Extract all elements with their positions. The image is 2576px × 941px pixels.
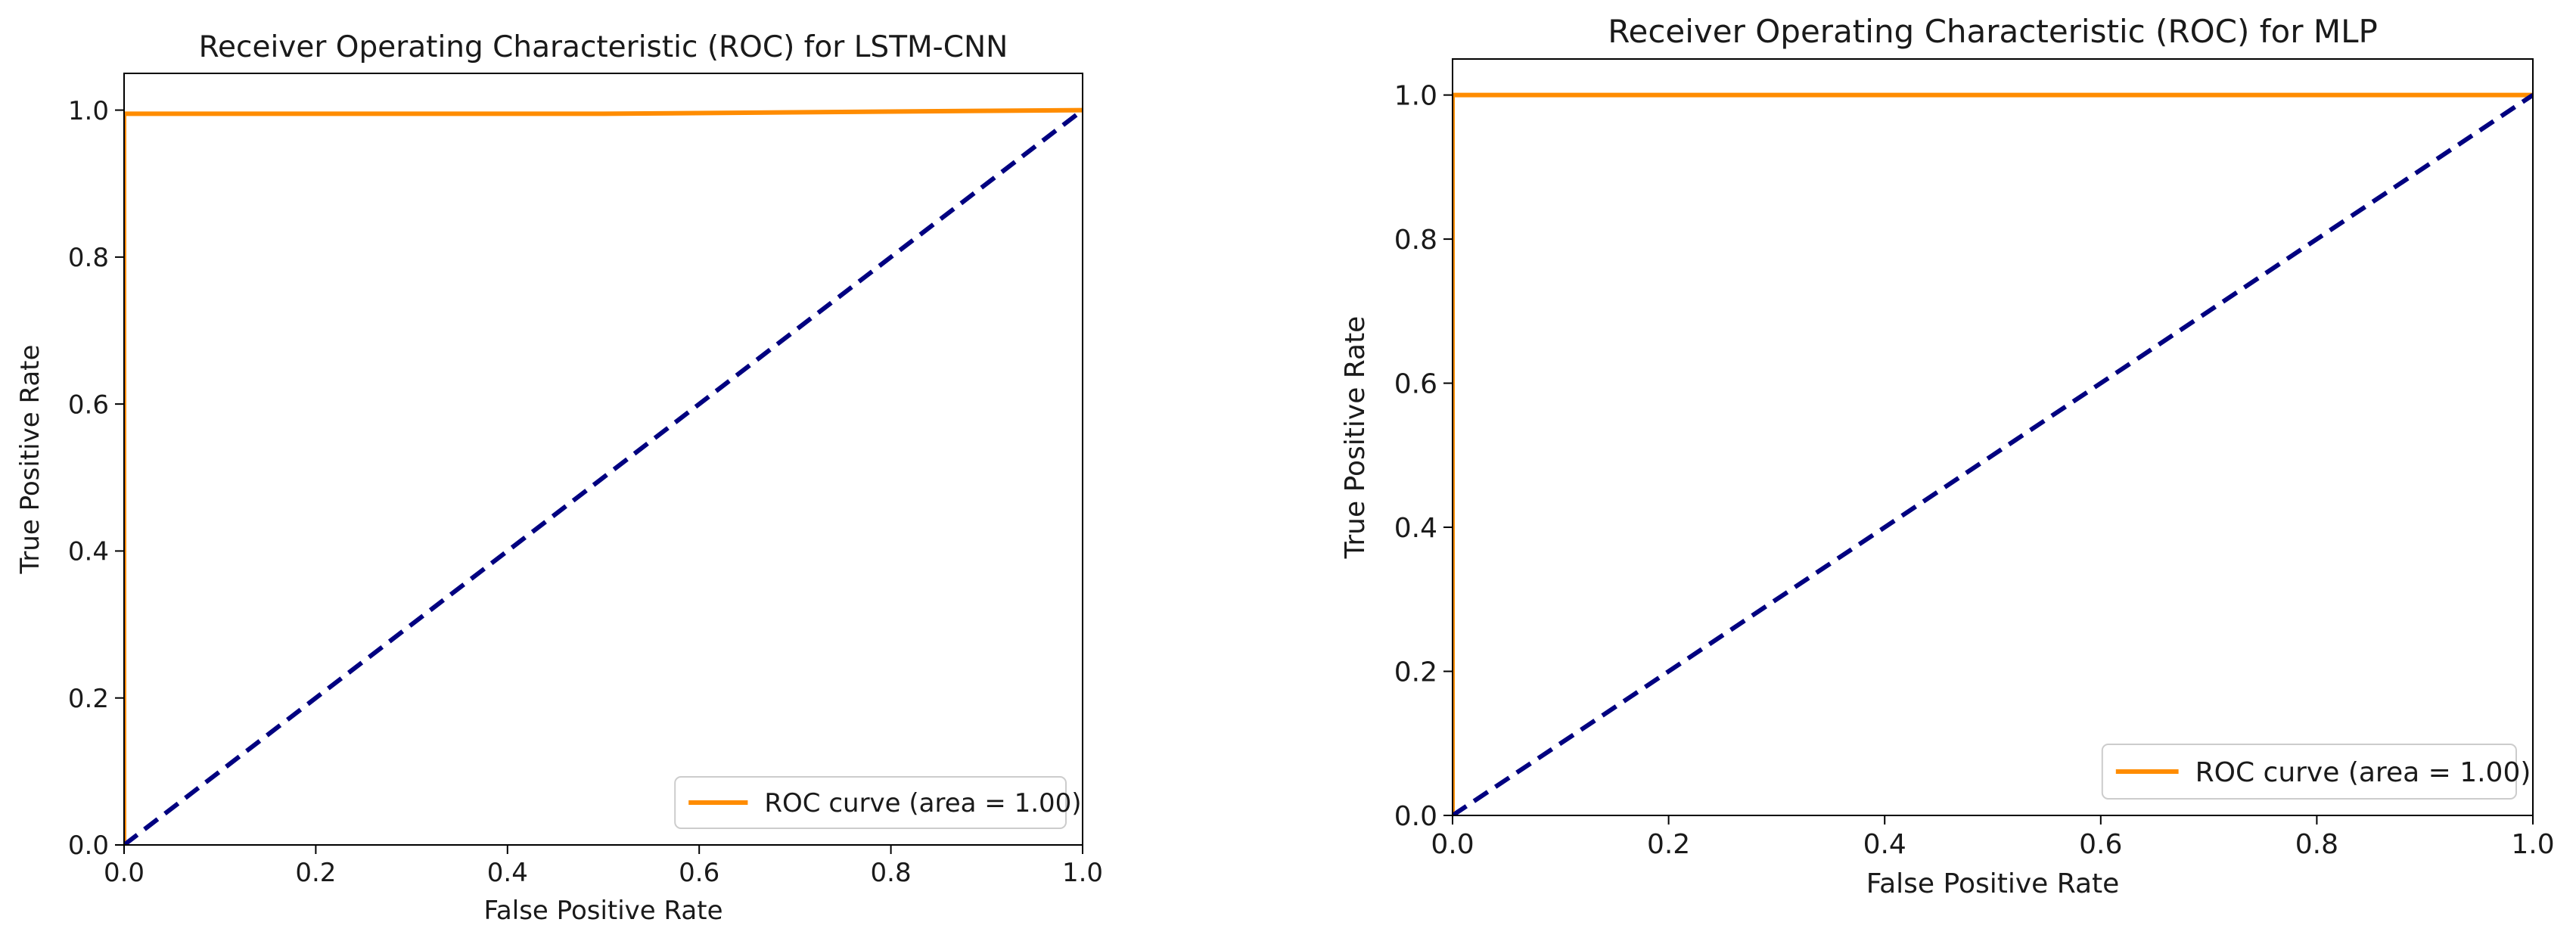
y-tick-label: 0.8: [1394, 225, 1437, 256]
legend-box: [2101, 744, 2518, 800]
x-tick-label: 0.4: [487, 858, 528, 888]
y-tick-label: 1.0: [68, 96, 109, 126]
roc-curve-line: [124, 107, 1083, 845]
y-axis-label: True Positive Rate: [1340, 316, 1371, 560]
legend: ROC curve (area = 1.00): [2101, 744, 2531, 800]
x-tick-label: 0.2: [295, 858, 336, 888]
legend-box: [674, 776, 1067, 829]
x-tick-label: 0.8: [871, 858, 912, 888]
x-tick-label: 0.6: [2079, 829, 2122, 860]
axes-frame: [1452, 58, 2534, 816]
y-tick-label: 0.8: [68, 243, 109, 273]
chance-diagonal-line: [124, 108, 1083, 845]
chart-title: Receiver Operating Characteristic (ROC) …: [1608, 13, 2378, 50]
y-tick-label: 0.2: [1394, 657, 1437, 688]
x-axis-label: False Positive Rate: [1866, 868, 2120, 899]
y-tick-label: 0.4: [1394, 513, 1437, 544]
x-tick-label: 0.6: [679, 858, 719, 888]
legend-label: ROC curve (area = 1.00): [2195, 757, 2531, 788]
plot-area: [1453, 92, 2533, 815]
x-tick-label: 1.0: [1062, 858, 1103, 888]
roc-chart-2: Receiver Operating Characteristic (ROC) …: [1340, 13, 2555, 899]
chance-diagonal-line: [1453, 93, 2533, 815]
y-tick-label: 0.0: [68, 831, 109, 861]
x-tick-label: 0.4: [1863, 829, 1906, 860]
legend-label: ROC curve (area = 1.00): [764, 788, 1081, 818]
y-tick-label: 0.6: [68, 390, 109, 420]
chart-title: Receiver Operating Characteristic (ROC) …: [199, 30, 1008, 64]
roc-curve-line: [1453, 92, 2533, 815]
x-tick-label: 0.0: [1431, 829, 1474, 860]
y-axis-label: True Positive Rate: [15, 345, 45, 575]
x-tick-label: 1.0: [2511, 829, 2554, 860]
y-tick-label: 1.0: [1394, 81, 1437, 112]
x-axis-label: False Positive Rate: [484, 896, 723, 926]
y-tick-label: 0.2: [68, 684, 109, 714]
y-tick-label: 0.0: [1394, 801, 1437, 832]
x-tick-label: 0.2: [1647, 829, 1690, 860]
y-tick-label: 0.6: [1394, 369, 1437, 400]
x-tick-label: 0.0: [104, 858, 144, 888]
plot-area: [124, 107, 1083, 845]
y-tick-label: 0.4: [68, 537, 109, 567]
roc-chart-1: Receiver Operating Characteristic (ROC) …: [15, 30, 1103, 926]
axes-frame: [123, 73, 1083, 846]
legend: ROC curve (area = 1.00): [674, 776, 1082, 829]
x-tick-label: 0.8: [2295, 829, 2338, 860]
